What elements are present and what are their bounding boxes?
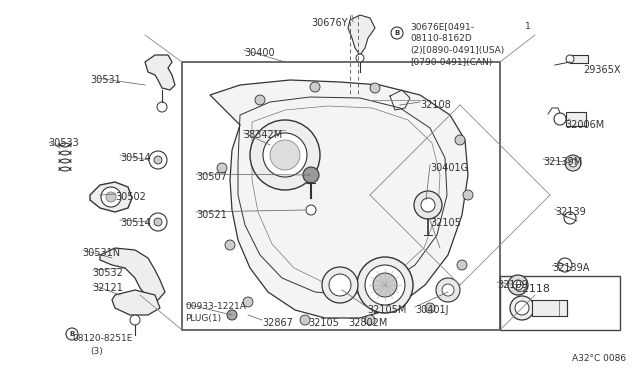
Polygon shape (100, 248, 165, 300)
Text: 32867: 32867 (262, 318, 293, 328)
Text: 1: 1 (525, 22, 531, 31)
Circle shape (130, 315, 140, 325)
Circle shape (357, 257, 413, 313)
Text: PLUG(1): PLUG(1) (185, 314, 221, 323)
Text: (3): (3) (90, 347, 103, 356)
Text: 30676Y: 30676Y (312, 18, 348, 28)
Circle shape (225, 240, 235, 250)
Text: 30533: 30533 (48, 138, 79, 148)
Bar (570, 55, 588, 63)
Text: 38342M: 38342M (243, 130, 282, 140)
Text: 08120-8251E: 08120-8251E (72, 334, 132, 343)
Text: C2118: C2118 (514, 284, 550, 294)
Circle shape (217, 163, 227, 173)
Circle shape (255, 95, 265, 105)
Circle shape (303, 167, 319, 183)
Text: 32802M: 32802M (348, 318, 387, 328)
Circle shape (101, 187, 121, 207)
Circle shape (510, 296, 534, 320)
Circle shape (455, 135, 465, 145)
Bar (500, 276, 620, 330)
Circle shape (442, 284, 454, 296)
Polygon shape (210, 80, 468, 318)
Text: 30514: 30514 (120, 153, 151, 163)
Bar (182, 62, 500, 330)
Circle shape (515, 301, 529, 315)
Circle shape (243, 297, 253, 307)
Text: 32139A: 32139A (552, 263, 589, 273)
Text: 32139M: 32139M (543, 157, 582, 167)
Text: 29365X: 29365X (583, 65, 621, 75)
Circle shape (365, 315, 375, 325)
Text: 30514: 30514 (120, 218, 151, 228)
Text: 30401G: 30401G (430, 163, 468, 173)
Text: 32006M: 32006M (565, 120, 604, 130)
Bar (566, 112, 586, 126)
Bar (532, 300, 567, 316)
Polygon shape (90, 182, 132, 212)
Polygon shape (112, 290, 160, 315)
Circle shape (513, 280, 523, 290)
Circle shape (391, 27, 403, 39)
Circle shape (421, 198, 435, 212)
Circle shape (463, 190, 473, 200)
Circle shape (356, 54, 364, 62)
Circle shape (508, 275, 528, 295)
Circle shape (227, 310, 237, 320)
Text: (2)[0890-0491](USA): (2)[0890-0491](USA) (410, 46, 504, 55)
Text: 32139: 32139 (555, 207, 586, 217)
Text: A32°C 0086: A32°C 0086 (572, 354, 626, 363)
Circle shape (565, 155, 581, 171)
Text: 32105: 32105 (430, 218, 461, 228)
Text: 30531: 30531 (90, 75, 121, 85)
Text: 30400: 30400 (244, 48, 275, 58)
Text: B: B (394, 30, 399, 36)
Text: 30502: 30502 (115, 192, 146, 202)
Circle shape (566, 55, 574, 63)
Circle shape (66, 328, 78, 340)
Circle shape (370, 83, 380, 93)
Text: 30531N: 30531N (82, 248, 120, 258)
Circle shape (322, 267, 358, 303)
Circle shape (154, 156, 162, 164)
Polygon shape (348, 15, 375, 55)
Circle shape (436, 278, 460, 302)
Circle shape (414, 191, 442, 219)
Circle shape (569, 159, 577, 167)
Circle shape (157, 102, 167, 112)
Circle shape (457, 260, 467, 270)
Text: 30676E[0491-: 30676E[0491- (410, 22, 474, 31)
Text: 08110-8162D: 08110-8162D (410, 34, 472, 43)
Circle shape (270, 140, 300, 170)
Circle shape (263, 133, 307, 177)
Text: 30532: 30532 (92, 268, 123, 278)
Circle shape (365, 265, 405, 305)
Polygon shape (145, 55, 175, 90)
Circle shape (554, 113, 566, 125)
Circle shape (329, 274, 351, 296)
Text: 32108: 32108 (420, 100, 451, 110)
Circle shape (300, 315, 310, 325)
Text: 30521: 30521 (196, 210, 227, 220)
Text: 32109: 32109 (497, 280, 528, 290)
Text: 32105: 32105 (308, 318, 339, 328)
Text: [0790-0491](CAN): [0790-0491](CAN) (410, 58, 492, 67)
Circle shape (425, 303, 435, 313)
Circle shape (106, 192, 116, 202)
Circle shape (306, 205, 316, 215)
Circle shape (250, 120, 320, 190)
Text: 32105M: 32105M (367, 305, 406, 315)
Circle shape (373, 273, 397, 297)
Text: 30401J: 30401J (415, 305, 449, 315)
Text: 30507: 30507 (196, 172, 227, 182)
Circle shape (154, 218, 162, 226)
Text: B: B (69, 331, 75, 337)
Text: 00933-1221A: 00933-1221A (185, 302, 246, 311)
Circle shape (310, 82, 320, 92)
Text: 32121: 32121 (92, 283, 123, 293)
